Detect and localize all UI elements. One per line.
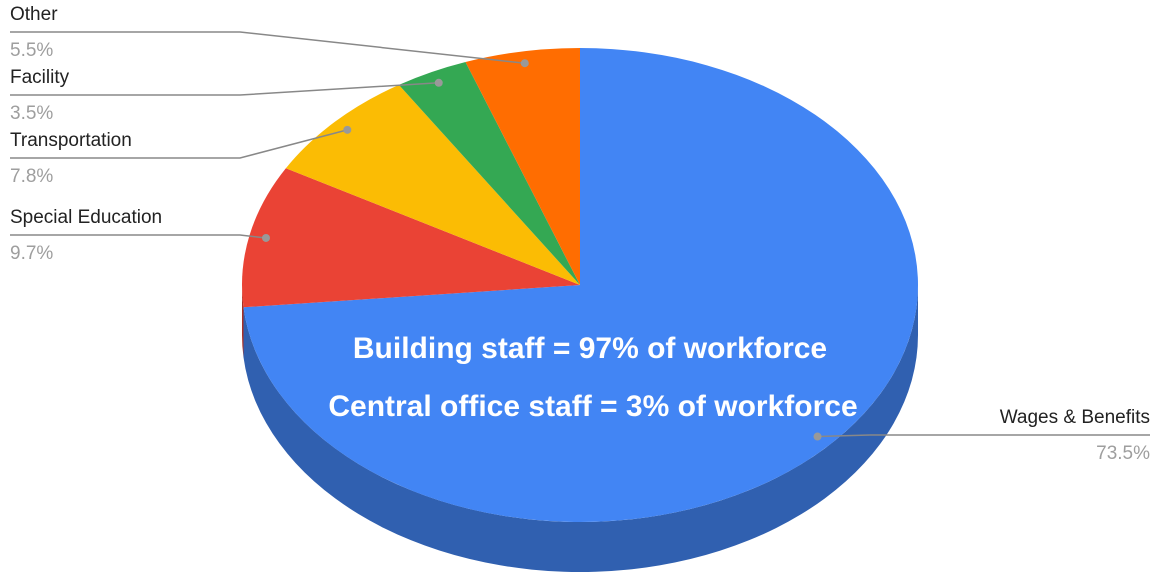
leader-dot: [813, 432, 822, 441]
slice: [398, 62, 580, 285]
leader-dot: [434, 78, 443, 87]
slice-value-label: 3.5%: [10, 103, 53, 124]
leader-dot: [261, 233, 270, 242]
leader-line: [10, 234, 267, 239]
leader-line: [10, 82, 439, 96]
slice-side: [242, 285, 244, 358]
slice-label: Special Education: [10, 207, 162, 228]
slice-label: Transportation: [10, 130, 132, 151]
leader-line: [10, 31, 525, 64]
annotation: Building staff = 97% of workforce: [353, 332, 827, 365]
leader-dot: [520, 59, 529, 68]
leader-line: [10, 129, 348, 159]
leader-line: [817, 434, 1150, 438]
slice-value-label: 5.5%: [10, 40, 53, 61]
slice: [243, 48, 918, 522]
slice-value-label: 73.5%: [1096, 443, 1150, 464]
slice-label: Wages & Benefits: [1000, 407, 1150, 428]
slice-side: [243, 285, 918, 572]
annotation: Central office staff = 3% of workforce: [328, 390, 857, 423]
slice-label: Other: [10, 4, 58, 25]
slice: [465, 48, 580, 285]
slice-label: Facility: [10, 67, 70, 88]
slice-value-label: 9.7%: [10, 243, 53, 264]
leader-dot: [343, 125, 352, 134]
slice: [242, 168, 581, 308]
slice-value-label: 7.8%: [10, 166, 53, 187]
slice: [285, 84, 580, 285]
